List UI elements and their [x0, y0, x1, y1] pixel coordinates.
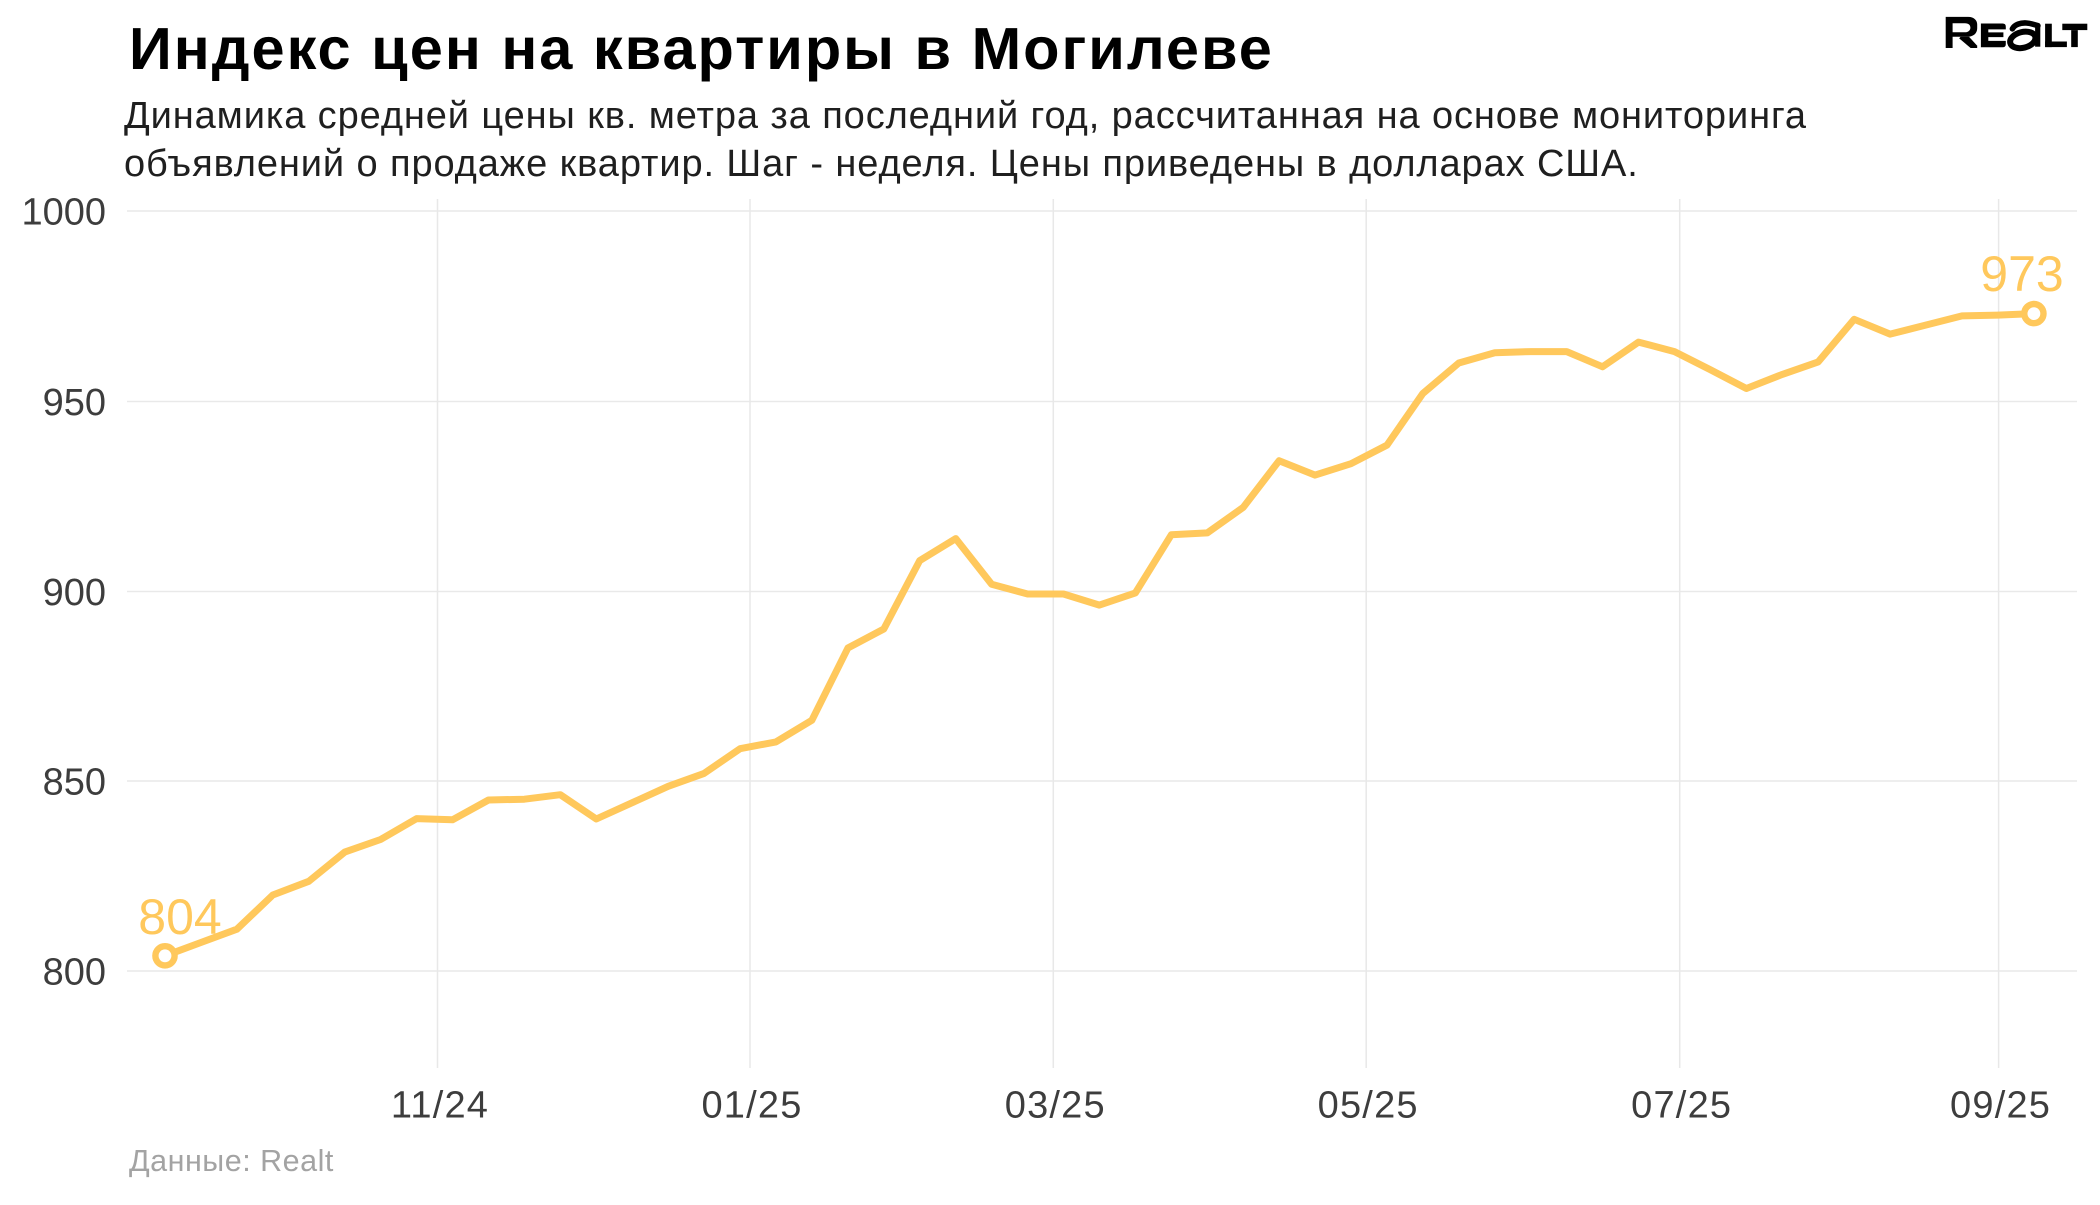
- svg-text:07/25: 07/25: [1631, 1085, 1732, 1127]
- svg-text:804: 804: [138, 889, 221, 945]
- svg-text:Данные: Realt: Данные: Realt: [129, 1144, 334, 1178]
- svg-text:Динамика средней цены кв. метр: Динамика средней цены кв. метра за после…: [124, 95, 1807, 137]
- svg-text:900: 900: [43, 572, 106, 614]
- svg-text:1000: 1000: [21, 192, 106, 234]
- svg-text:11/24: 11/24: [391, 1085, 489, 1127]
- svg-text:973: 973: [1980, 246, 2063, 302]
- svg-text:05/25: 05/25: [1318, 1085, 1419, 1127]
- svg-text:850: 850: [43, 762, 106, 804]
- svg-text:Индекс цен на квартиры в Могил: Индекс цен на квартиры в Могилеве: [129, 15, 1274, 82]
- svg-text:03/25: 03/25: [1005, 1085, 1106, 1127]
- svg-text:950: 950: [43, 382, 106, 424]
- svg-text:800: 800: [43, 952, 106, 994]
- svg-text:01/25: 01/25: [701, 1085, 802, 1127]
- svg-text:09/25: 09/25: [1950, 1085, 2051, 1127]
- svg-text:объявлений о продаже квартир.: объявлений о продаже квартир. Шаг - неде…: [124, 143, 1639, 185]
